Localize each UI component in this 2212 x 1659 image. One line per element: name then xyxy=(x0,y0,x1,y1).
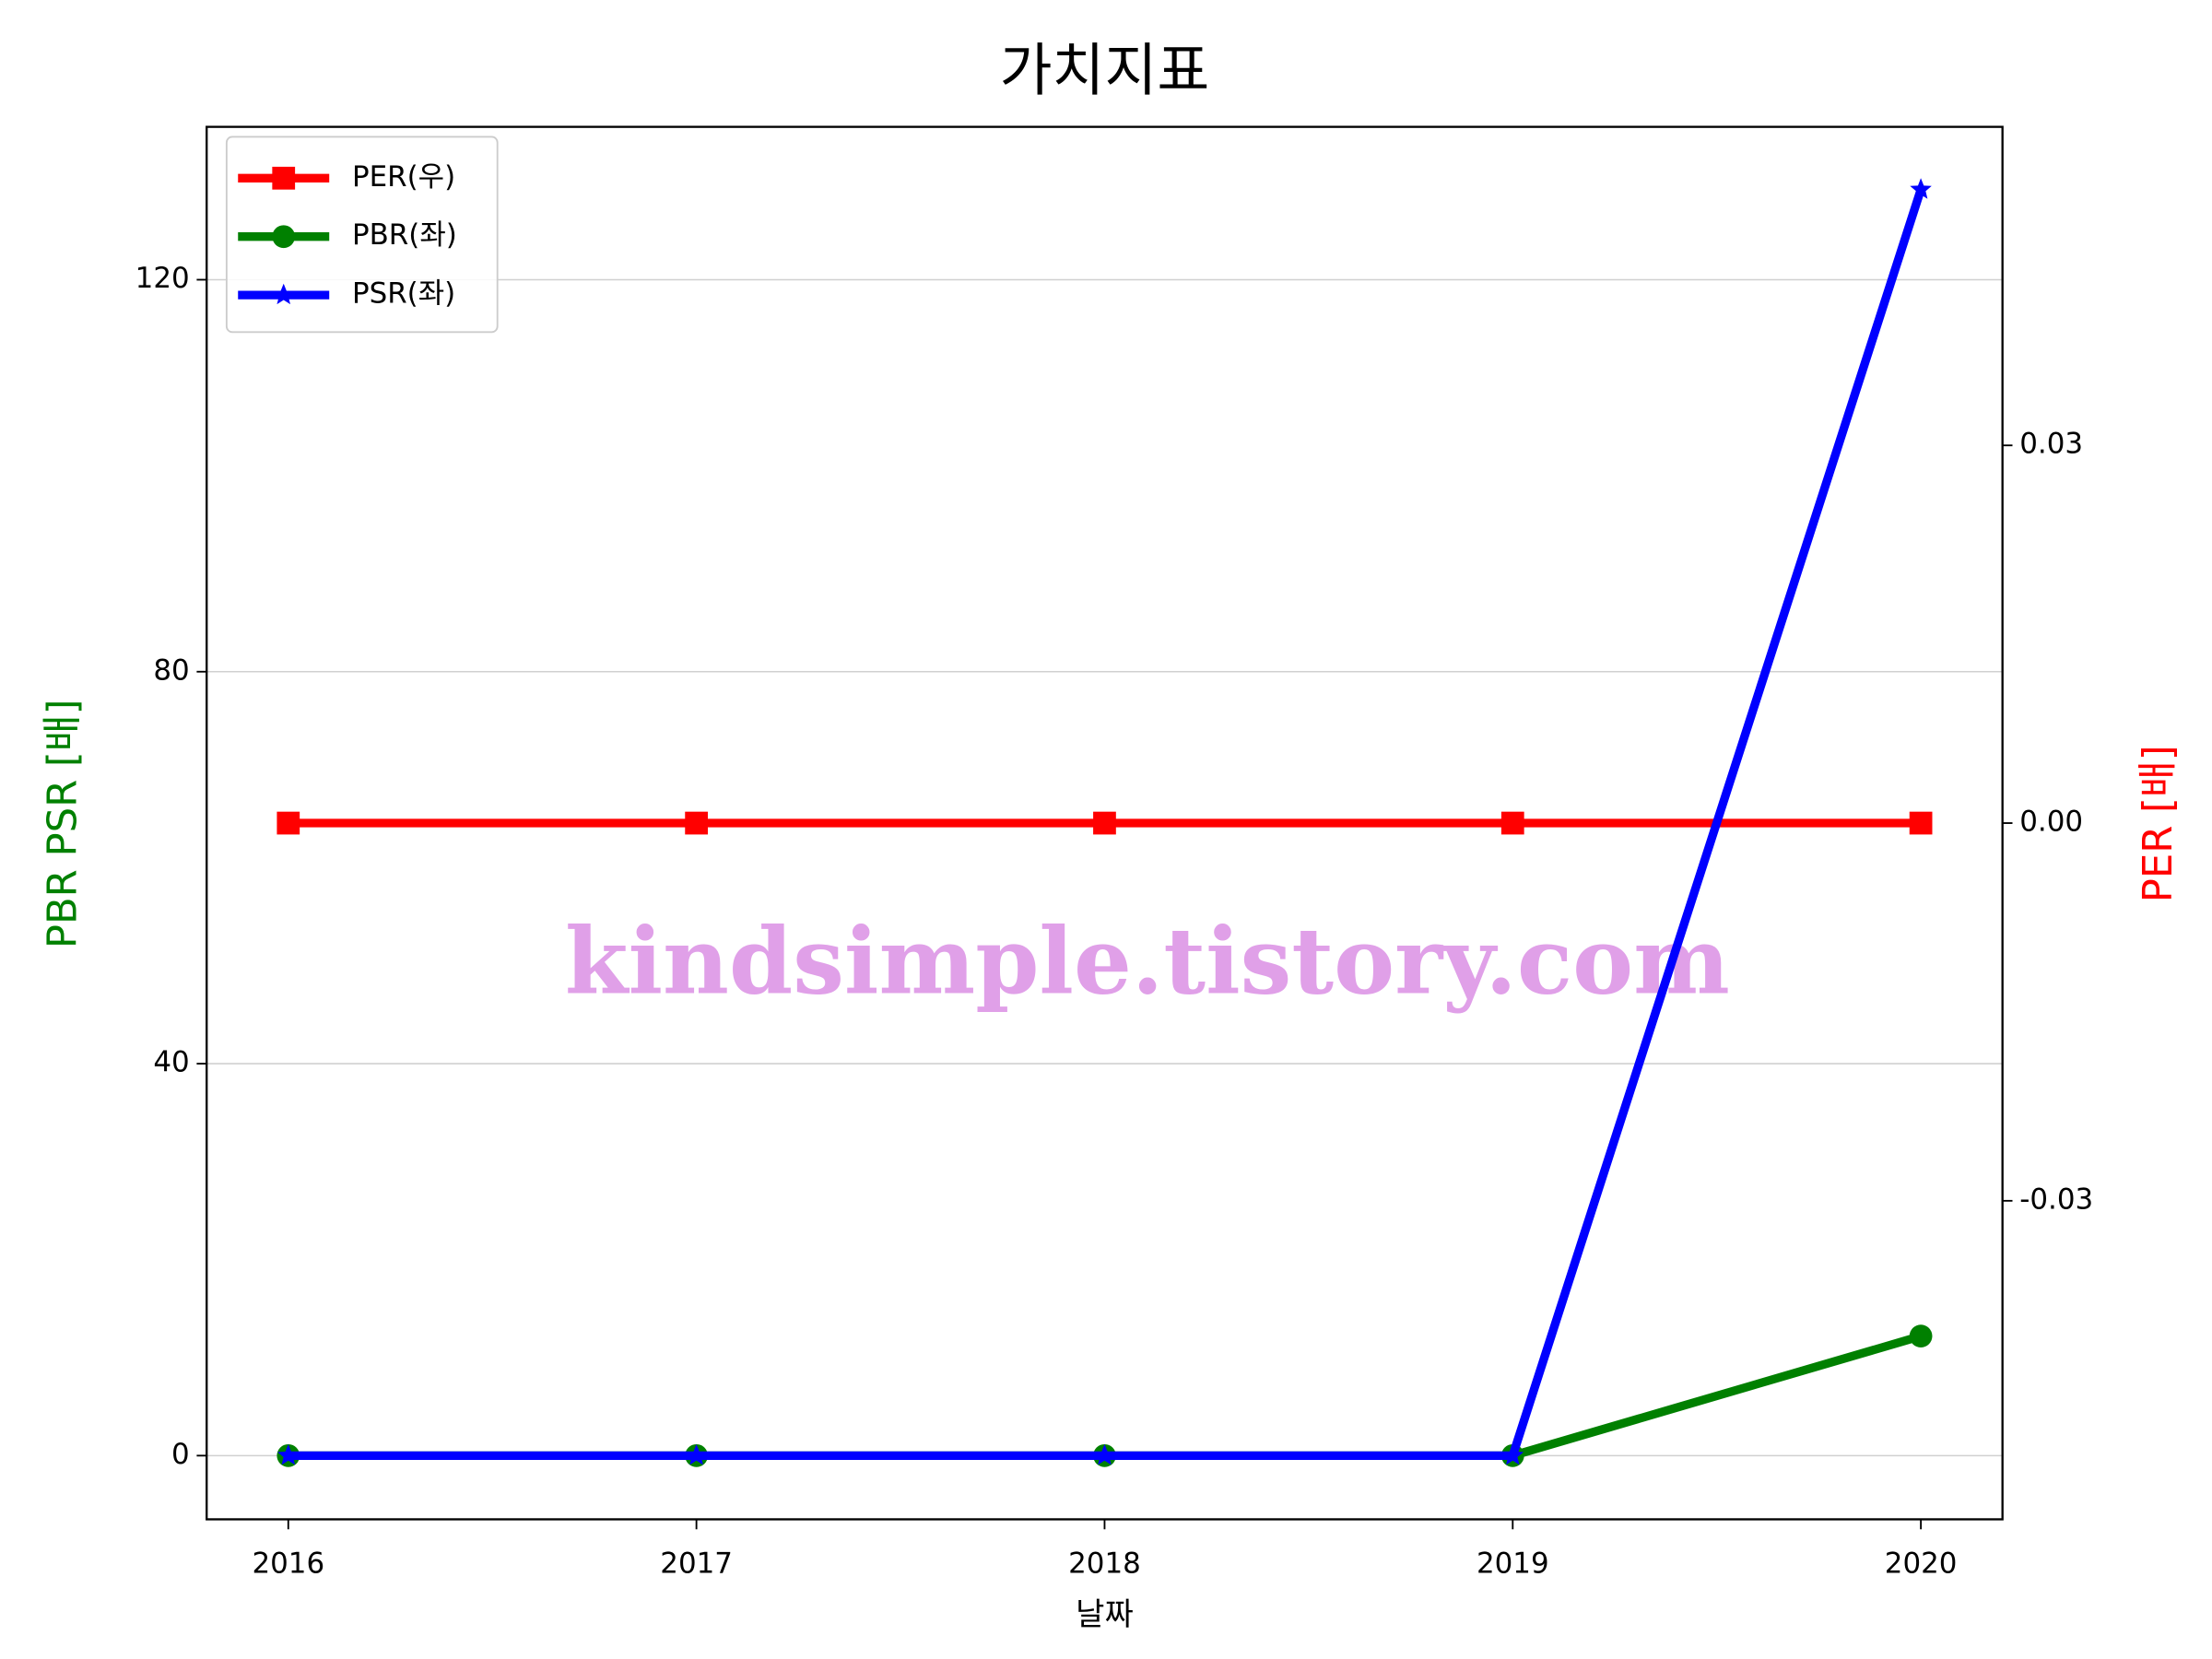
legend-label: PER(우) xyxy=(352,160,455,194)
marker xyxy=(1910,178,1932,199)
x-tick-label: 2016 xyxy=(252,1547,324,1580)
marker xyxy=(1501,1443,1524,1465)
legend-label: PSR(좌) xyxy=(352,277,455,311)
marker xyxy=(1500,811,1524,835)
x-tick-label: 2017 xyxy=(660,1547,733,1580)
marker xyxy=(685,1443,708,1465)
y2-tick-label: 0.00 xyxy=(2019,806,2083,839)
y2-axis-label: PER [배] xyxy=(2136,745,2182,902)
legend-label: PBR(좌) xyxy=(352,218,457,252)
legend-marker xyxy=(272,166,296,190)
y2-tick-label: 0.03 xyxy=(2019,428,2083,461)
x-tick-label: 2019 xyxy=(1477,1547,1549,1580)
x-axis-label: 날짜 xyxy=(1076,1596,1134,1633)
marker xyxy=(277,1443,300,1465)
y-tick-label: 120 xyxy=(135,262,190,295)
legend-marker xyxy=(272,225,296,249)
legend-marker xyxy=(272,283,295,305)
marker xyxy=(1909,811,1933,835)
watermark: kindsimple.tistory.com xyxy=(565,908,1730,1015)
x-tick-label: 2020 xyxy=(1885,1547,1958,1580)
marker xyxy=(1909,1324,1933,1348)
y-tick-label: 80 xyxy=(153,653,189,687)
series-line xyxy=(288,1332,1923,1460)
marker xyxy=(685,811,708,835)
y-tick-label: 40 xyxy=(153,1046,189,1079)
y-axis-label: PBR PSR [배] xyxy=(41,700,87,949)
x-tick-label: 2018 xyxy=(1068,1547,1141,1580)
marker xyxy=(276,811,300,835)
marker xyxy=(1093,1443,1116,1465)
y-tick-label: 0 xyxy=(171,1438,190,1471)
y2-tick-label: -0.03 xyxy=(2019,1182,2093,1216)
chart-title: 가치지표 xyxy=(1000,37,1210,103)
marker xyxy=(1093,811,1116,835)
plot-frame xyxy=(206,125,2004,1521)
